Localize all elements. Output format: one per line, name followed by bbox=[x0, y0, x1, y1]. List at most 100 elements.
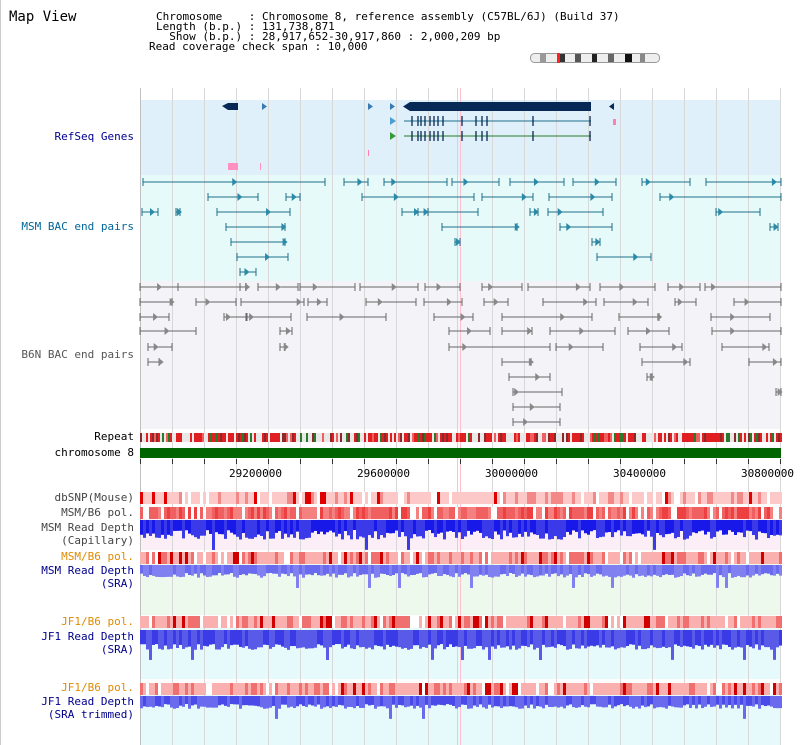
dbsnp-heat-cell bbox=[419, 492, 422, 504]
jf1-b6-pol2-heat-cell bbox=[752, 683, 755, 695]
msm-b6-pol-heat-cell bbox=[215, 507, 218, 519]
jf1-depth-trim-bar bbox=[488, 696, 491, 705]
jf1-depth-trim-bar bbox=[269, 696, 272, 708]
jf1-b6-pol-heat-cell bbox=[347, 616, 350, 628]
msm-depth-sra-bar bbox=[371, 565, 374, 574]
msm-b6-pol2-heat-cell bbox=[416, 552, 419, 564]
jf1-b6-pol-heat-cell bbox=[413, 616, 416, 628]
bac-end-arrow bbox=[414, 208, 420, 216]
jf1-depth-trim-bar bbox=[701, 696, 704, 709]
msm-depth-sra-bar bbox=[560, 565, 563, 575]
msm-b6-pol-heat-cell bbox=[689, 507, 692, 519]
jf1-b6-pol-heat-cell bbox=[710, 616, 713, 628]
jf1-depth-sra-bar bbox=[407, 630, 410, 650]
msm-depth-cap-bar bbox=[557, 520, 560, 540]
msm-depth-sra-bar bbox=[254, 565, 257, 575]
bac-end-arrow bbox=[275, 283, 281, 291]
jf1-depth-sra-bar bbox=[656, 630, 659, 649]
jf1-b6-pol2-heat-cell bbox=[458, 683, 461, 695]
jf1-b6-pol-heat-cell bbox=[143, 616, 146, 628]
msm-depth-sra-bar bbox=[692, 565, 695, 574]
gene-mark bbox=[613, 119, 616, 125]
bac-end-arrow bbox=[460, 313, 466, 321]
jf1-depth-sra-bar bbox=[458, 630, 461, 648]
repeat-segment bbox=[340, 433, 342, 442]
repeat-segment bbox=[376, 433, 378, 442]
msm-depth-cap-bar bbox=[629, 520, 632, 537]
jf1-depth-trim-bar bbox=[752, 696, 755, 707]
jf1-b6-pol-heat-cell bbox=[602, 616, 605, 628]
msm-depth-cap-bar bbox=[479, 520, 482, 533]
msm-b6-pol2-heat-cell bbox=[656, 552, 659, 564]
jf1-depth-trim-bar bbox=[551, 696, 554, 708]
repeat-segment bbox=[642, 433, 644, 442]
msm-depth-cap-bar bbox=[272, 520, 275, 539]
jf1-depth-trim-bar bbox=[368, 696, 371, 706]
jf1-b6-pol-heat-cell bbox=[623, 616, 626, 628]
msm-b6-pol-heat-cell bbox=[482, 507, 485, 519]
msm-b6-pol-heat-cell bbox=[443, 507, 446, 519]
msm-depth-cap-bar bbox=[500, 520, 503, 540]
track-label-jf1-depth-trim: JF1 Read Depth bbox=[41, 695, 134, 708]
jf1-b6-pol-heat-cell bbox=[422, 616, 425, 628]
repeat-segment bbox=[698, 433, 700, 442]
repeat-segment bbox=[632, 433, 634, 442]
msm-depth-sra-bar bbox=[581, 565, 584, 578]
jf1-b6-pol-heat-cell bbox=[197, 616, 200, 628]
jf1-depth-sra-bar bbox=[464, 630, 467, 646]
msm-depth-cap-bar bbox=[236, 520, 239, 537]
jf1-b6-pol2-heat-cell bbox=[473, 683, 476, 695]
bac-end-arrow bbox=[455, 238, 461, 246]
jf1-b6-pol-heat-cell bbox=[152, 616, 155, 628]
msm-b6-pol2-heat-cell bbox=[608, 552, 611, 564]
msm-depth-sra-bar bbox=[341, 565, 344, 575]
jf1-depth-sra-bar bbox=[374, 630, 377, 646]
bac-end-arrow bbox=[291, 193, 297, 201]
jf1-b6-pol2-heat-cell bbox=[236, 683, 239, 695]
bac-end-arrow bbox=[594, 178, 600, 186]
msm-b6-pol2-heat-cell bbox=[779, 552, 782, 564]
jf1-b6-pol2-heat-cell bbox=[755, 683, 758, 695]
msm-b6-pol-heat-cell bbox=[743, 507, 746, 519]
repeat-segment bbox=[614, 433, 616, 442]
dbsnp-heat-cell bbox=[449, 492, 452, 504]
msm-depth-cap-bar bbox=[638, 520, 641, 534]
dbsnp-heat-cell bbox=[167, 492, 170, 504]
dbsnp-heat-cell bbox=[482, 492, 485, 504]
dbsnp-heat-cell bbox=[443, 492, 446, 504]
msm-depth-cap-bar bbox=[341, 520, 344, 540]
dbsnp-heat-cell bbox=[644, 492, 647, 504]
jf1-depth-trim-bar bbox=[344, 696, 347, 709]
jf1-depth-trim-bar bbox=[602, 696, 605, 708]
msm-depth-sra-bar bbox=[362, 565, 365, 575]
msm-b6-pol-heat-cell bbox=[635, 507, 638, 519]
jf1-depth-sra-bar bbox=[152, 630, 155, 645]
jf1-b6-pol-heat-cell bbox=[707, 616, 710, 628]
msm-depth-sra-bar bbox=[596, 565, 599, 574]
msm-b6-pol-heat-cell bbox=[176, 507, 179, 519]
msm-b6-pol2-heat-cell bbox=[689, 552, 692, 564]
chromosome-ideogram[interactable] bbox=[530, 53, 660, 63]
dbsnp-heat-cell bbox=[551, 492, 554, 504]
msm-depth-cap-bar bbox=[182, 520, 185, 539]
msm-depth-sra-bar bbox=[566, 565, 569, 576]
bac-end-arrow bbox=[672, 343, 678, 351]
msm-b6-pol-heat-cell bbox=[563, 507, 566, 519]
msm-b6-pol2-heat-cell bbox=[743, 552, 746, 564]
msm-b6-pol-heat-cell bbox=[173, 507, 176, 519]
msm-b6-pol-heat-cell bbox=[707, 507, 710, 519]
msm-b6-pol-heat-cell bbox=[758, 507, 761, 519]
msm-depth-sra-bar bbox=[368, 565, 371, 588]
jf1-depth-sra-bar bbox=[305, 630, 308, 649]
msm-b6-pol-heat-cell bbox=[431, 507, 434, 519]
repeat-segment bbox=[502, 433, 504, 442]
jf1-b6-pol2-heat-cell bbox=[326, 683, 329, 695]
jf1-b6-pol-heat-cell bbox=[632, 616, 635, 628]
jf1-depth-trim-bar bbox=[209, 696, 212, 708]
msm-b6-pol-heat-cell bbox=[575, 507, 578, 519]
jf1-b6-pol2-heat-cell bbox=[299, 683, 302, 695]
msm-depth-sra-bar bbox=[401, 565, 404, 574]
jf1-depth-sra-bar bbox=[353, 630, 356, 650]
jf1-b6-pol2-heat-cell bbox=[338, 683, 341, 695]
